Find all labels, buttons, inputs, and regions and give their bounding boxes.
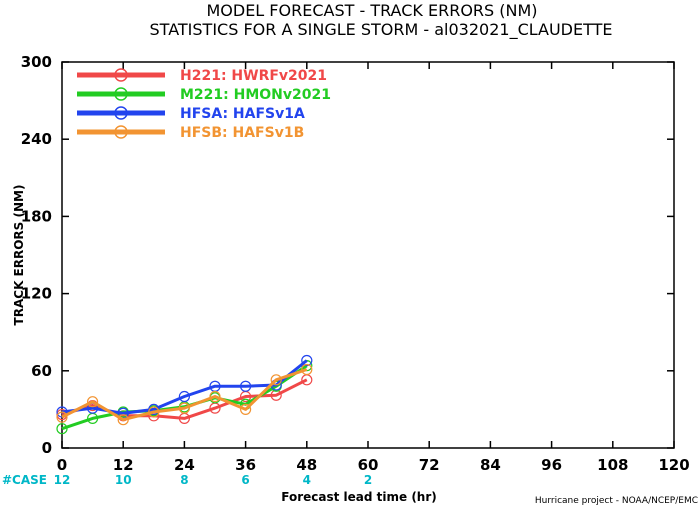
- data-point-hfsb: [178, 402, 190, 414]
- y-axis-label: TRACK ERRORS (NM): [12, 185, 26, 326]
- data-point-hfsb: [56, 411, 68, 423]
- data-point-hfsb: [240, 403, 252, 415]
- x-axis: 0 12 24 36 48 60 72 84 96 108 120: [57, 62, 690, 474]
- x-tick-label: 24: [174, 456, 195, 474]
- y-tick-label: 240: [21, 130, 52, 148]
- case-count-value: 4: [303, 473, 311, 487]
- x-tick-label: 96: [541, 456, 562, 474]
- y-tick-label: 300: [21, 53, 52, 71]
- x-tick-label: 0: [57, 456, 67, 474]
- data-point-hfsb: [86, 396, 99, 408]
- x-tick-label: 12: [113, 456, 134, 474]
- legend-label: M221: HMONv2021: [180, 87, 331, 103]
- y-tick-label: 180: [21, 207, 52, 225]
- legend-marker: [114, 87, 128, 101]
- case-count-value: 2: [364, 473, 372, 487]
- case-count-label: #CASE: [2, 473, 47, 487]
- data-point-hfsa: [148, 403, 160, 415]
- case-count-row: #CASE 12 10 8 6 4 2: [2, 473, 372, 487]
- series-group: [56, 354, 313, 435]
- legend-label: H221: HWRFv2021: [180, 68, 327, 84]
- data-point-hfsa: [240, 380, 252, 392]
- legend-marker: [114, 106, 128, 120]
- x-tick-label: 36: [235, 456, 256, 474]
- x-tick-label: 60: [358, 456, 379, 474]
- data-point-hfsa: [178, 390, 190, 403]
- y-tick-label: 0: [42, 439, 52, 457]
- series-line-hfsa: [61, 359, 308, 415]
- credit-text: Hurricane project - NOAA/NCEP/EMC: [535, 496, 698, 506]
- case-count-value: 12: [54, 473, 71, 487]
- x-tick-label: 108: [597, 456, 628, 474]
- case-count-value: 8: [180, 473, 188, 487]
- case-count-value: 10: [115, 473, 132, 487]
- series-line-hfsb: [61, 368, 308, 422]
- data-point-hfsb: [148, 406, 160, 418]
- x-axis-label: Forecast lead time (hr): [281, 490, 437, 504]
- data-point-hfsa: [301, 354, 313, 367]
- chart-subtitle: STATISTICS FOR A SINGLE STORM - al032021…: [150, 20, 613, 40]
- legend-marker: [114, 68, 128, 82]
- x-tick-label: 84: [480, 456, 501, 474]
- x-tick-label: 120: [658, 456, 689, 474]
- case-count-value: 6: [241, 473, 249, 487]
- data-point-hfsb: [117, 414, 129, 426]
- x-tick-label: 48: [296, 456, 317, 474]
- legend: H221: HWRFv2021 M221: HMONv2021 HFSA: HAFS…: [77, 68, 331, 141]
- plot-frame: [61, 61, 675, 449]
- legend-label: HFSA: HAFSv1A: [180, 106, 305, 122]
- y-tick-label: 60: [31, 362, 52, 380]
- data-point-hfsb: [270, 374, 282, 386]
- y-tick-label: 120: [21, 285, 52, 303]
- data-point-m221: [56, 423, 68, 435]
- data-point-hfsb: [301, 363, 313, 376]
- data-point-hfsb: [209, 390, 221, 403]
- chart-title: MODEL FORECAST - TRACK ERRORS (NM): [206, 1, 537, 20]
- legend-label: HFSB: HAFSv1B: [180, 125, 304, 141]
- y-axis: 0 60 120 180 240 300: [21, 53, 674, 457]
- legend-marker: [114, 125, 128, 139]
- x-tick-label: 72: [419, 456, 440, 474]
